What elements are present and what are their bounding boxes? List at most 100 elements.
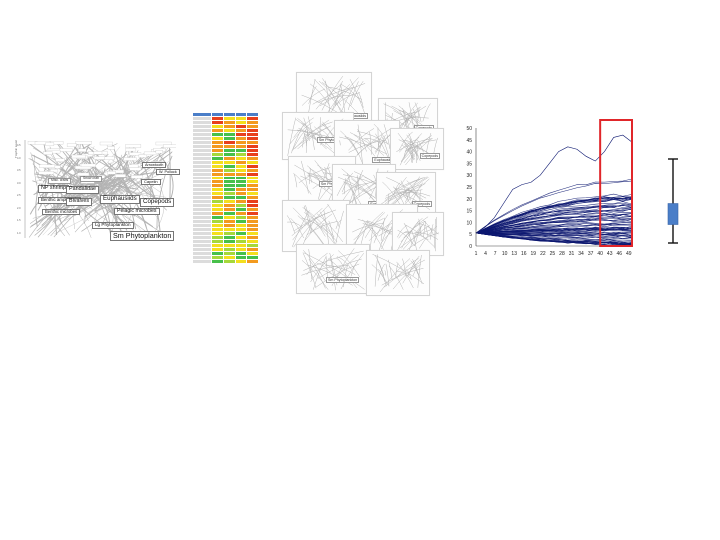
bivalves-label: Bivalves (66, 198, 93, 206)
series-line (475, 229, 633, 234)
euphausiids-label: Euphausiids (100, 195, 140, 204)
table-row (191, 211, 259, 217)
table-row (191, 119, 259, 125)
table-row (191, 231, 259, 237)
series-line (475, 213, 633, 234)
series-line (475, 232, 633, 235)
series-line (475, 224, 633, 234)
np-shrimp-label: NP shrimp (38, 185, 70, 193)
y-tick-label: 4.0 (17, 156, 21, 160)
x-tick-label: 31 (569, 251, 575, 257)
x-tick-label: 7 (494, 251, 497, 257)
y-tick-label: 3.5 (17, 169, 21, 172)
x-tick-label: 10 (502, 251, 508, 257)
series-line (475, 178, 633, 234)
food-web-thumbnail: Copepods (390, 128, 444, 170)
series-line (475, 232, 633, 245)
y-tick-label: 40 (466, 150, 472, 156)
thumbnail-links (287, 116, 350, 156)
series-line (475, 193, 633, 234)
food-web-thumbnail (366, 250, 430, 296)
copepods-label: Copepods (140, 198, 175, 207)
table-row (191, 115, 259, 121)
pandalidae-label: Pandalidae (66, 186, 99, 194)
table-row (191, 179, 259, 185)
series-line (475, 232, 633, 238)
y-tick-label: 5 (469, 232, 472, 238)
series-line (475, 202, 633, 234)
y-tick-label: 1.5 (17, 219, 21, 222)
table-row (191, 171, 259, 177)
arrowtooth-label: Arrowtooth (142, 162, 167, 168)
series-line (475, 232, 633, 242)
series-line (475, 205, 633, 234)
food-web-diagram: Trophic Level 4.5 4.0 3.5 3.0 2.5 2.0 1.5 1.0 N… (14, 138, 180, 242)
y-tick-label: 35 (466, 161, 472, 167)
y-tick-label: 2.0 (17, 206, 21, 210)
series-line (475, 197, 633, 234)
value-cell (246, 258, 259, 265)
y-tick-label: 4.5 (17, 144, 21, 147)
x-tick-label: 4 (484, 251, 487, 257)
x-tick-label: 37 (588, 251, 594, 257)
table-row (191, 155, 259, 161)
series-line (475, 210, 633, 234)
x-tick-label: 19 (531, 251, 537, 257)
y-tick-label: 45 (466, 138, 472, 144)
thumbnail-label: Copepods (419, 153, 440, 159)
x-tick-label: 13 (511, 251, 517, 257)
line-chart: 0 5 10 15 20 25 30 35 40 45 50 1 4 7 10 13 16 19 22 25 28 31… (456, 118, 636, 264)
table-row (191, 227, 259, 233)
thumbnail-links (371, 253, 426, 293)
y-tick-label: 0 (469, 244, 472, 250)
y-tick-label: 50 (466, 126, 472, 132)
w-pollock-label: W. Pollock (156, 169, 180, 175)
y-tick-label: 30 (466, 173, 472, 179)
x-tick-label: 16 (521, 251, 527, 257)
table-row (191, 112, 259, 117)
y-tick-label: 1.0 (17, 231, 21, 235)
y-tick-label: 2.5 (17, 194, 21, 197)
y-axis-label: Trophic Level (14, 140, 18, 158)
series-line (475, 228, 633, 234)
montage-caption: Sm Phytoplankton (326, 277, 360, 283)
thumbnail-links (396, 131, 439, 166)
row-name-cell (191, 258, 213, 265)
series-line (475, 232, 633, 246)
value-cell (222, 258, 236, 265)
food-web-thumbnail (296, 244, 370, 294)
y-tick-label: 20 (466, 197, 472, 203)
thumbnail-links (301, 248, 365, 291)
highlight-box (599, 119, 634, 247)
lg-phytoplankton-label: Lg Phytoplankton (92, 222, 134, 229)
value-cell (211, 258, 224, 265)
x-tick-label: 43 (607, 251, 613, 257)
x-tick-label: 46 (616, 251, 622, 257)
heat-table (191, 112, 259, 265)
series-line (475, 227, 633, 234)
y-tick-label: 10 (466, 220, 472, 226)
series-line (475, 231, 633, 234)
value-cell (234, 258, 248, 265)
x-tick-label: 22 (540, 251, 546, 257)
series-line (475, 217, 633, 234)
sm-phytoplankton-label: Sm Phytoplankton (110, 231, 175, 241)
series-line (475, 199, 633, 234)
series-line (475, 196, 633, 234)
table-row (191, 183, 259, 189)
y-tick-label: 15 (466, 209, 472, 215)
y-tick-label: 25 (466, 185, 472, 191)
table-row (191, 207, 259, 213)
box-plot (662, 156, 684, 246)
series-line (475, 223, 633, 234)
pelagic-microbes-label: Pelagic microbes (114, 208, 160, 216)
table-row (191, 258, 259, 265)
misc-crabs-label: Misc. crabs (48, 178, 72, 184)
table-row (191, 191, 259, 197)
box-plot-svg (667, 158, 679, 244)
series-line (475, 180, 633, 234)
series-line (475, 218, 633, 234)
x-tick-label: 40 (597, 251, 603, 257)
series-line (475, 232, 633, 239)
